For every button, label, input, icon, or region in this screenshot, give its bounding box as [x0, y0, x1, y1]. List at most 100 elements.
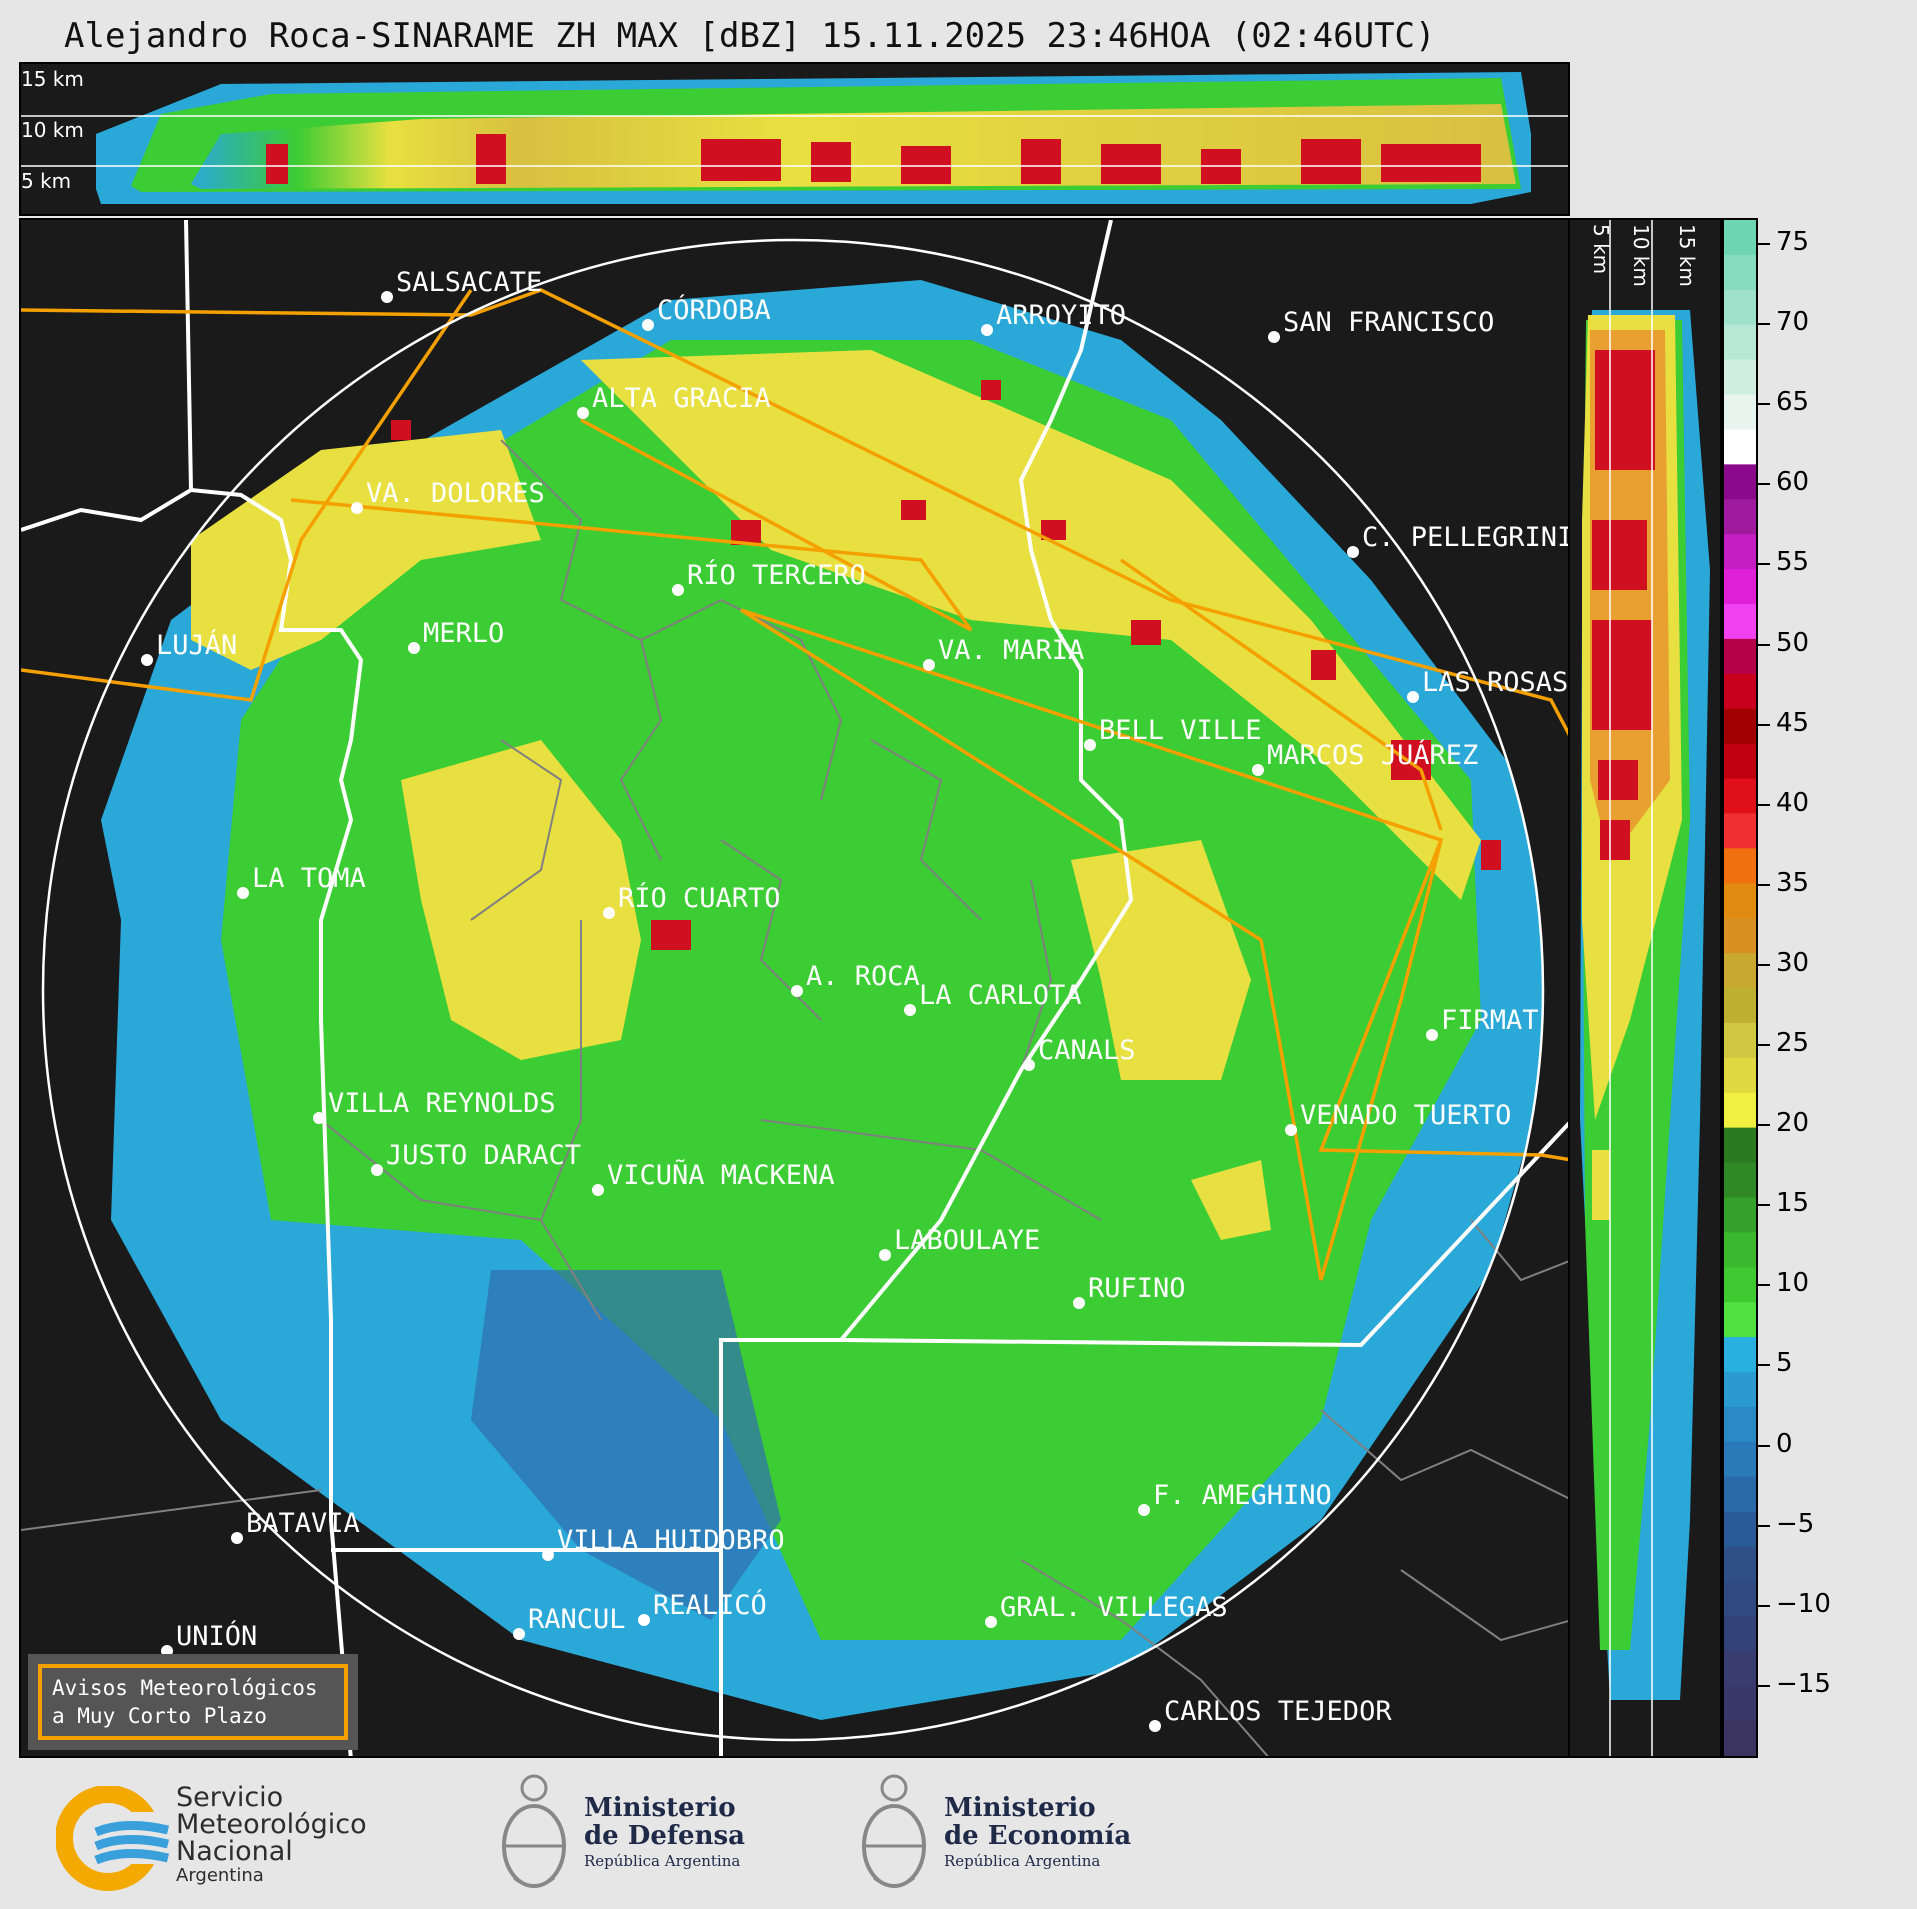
top-echo-yellow — [191, 104, 1516, 189]
colorbar-tick-label: 40 — [1776, 787, 1810, 818]
city-marker[interactable]: RANCUL — [513, 1604, 626, 1640]
city-label: LA CARLOTA — [919, 980, 1082, 1011]
city-marker[interactable]: ARROYITO — [981, 300, 1126, 336]
colorbar-swatch — [1724, 1127, 1756, 1164]
city-label: LA TOMA — [252, 863, 366, 894]
colorbar-swatch — [1724, 569, 1756, 605]
side-echo-cores — [1592, 350, 1655, 860]
city-marker[interactable]: VILLA HUIDOBRO — [542, 1525, 785, 1561]
city-label: ARROYITO — [996, 300, 1126, 331]
echo-red-cores — [391, 380, 1501, 950]
colorbar-swatch — [1724, 778, 1756, 814]
colorbar-swatch — [1724, 1162, 1756, 1198]
colorbar-swatch — [1724, 1581, 1756, 1617]
colorbar-swatch — [1724, 813, 1756, 849]
city-label: VILLA REYNOLDS — [328, 1088, 556, 1119]
city-marker[interactable]: RÍO TERCERO — [672, 559, 866, 596]
colorbar-tick — [1758, 1284, 1770, 1287]
city-marker[interactable]: SAN FRANCISCO — [1268, 307, 1494, 343]
city-marker[interactable]: VICUÑA MACKENA — [592, 1159, 835, 1196]
city-marker[interactable]: BELL VILLE — [1084, 715, 1262, 751]
city-marker[interactable]: VILLA REYNOLDS — [313, 1088, 556, 1124]
colorbar-swatch — [1724, 1302, 1756, 1338]
city-marker[interactable]: LUJÁN — [141, 629, 237, 666]
avisos-badge[interactable]: Avisos Meteorológicos a Muy Corto Plazo — [28, 1654, 358, 1750]
city-marker[interactable]: C. PELLEGRINI — [1347, 522, 1570, 558]
city-label: LAS ROSAS — [1422, 667, 1568, 698]
colorbar-tick — [1758, 883, 1770, 886]
city-marker[interactable]: BATAVIA — [231, 1508, 360, 1544]
city-label: SAN FRANCISCO — [1283, 307, 1494, 338]
city-dot — [672, 584, 684, 596]
colorbar-swatch — [1724, 848, 1756, 884]
warning-polygons[interactable] — [21, 288, 1570, 1281]
side-label-15km: 15 km — [1675, 224, 1699, 287]
economia-text: Ministerio de Economía República Argenti… — [944, 1794, 1131, 1872]
city-label: RÍO TERCERO — [687, 559, 866, 591]
city-marker[interactable]: LA TOMA — [237, 863, 366, 899]
colorbar-tick-label: −10 — [1776, 1588, 1831, 1619]
city-label: VA. DOLORES — [366, 478, 545, 509]
city-dot — [603, 907, 615, 919]
city-marker[interactable]: VENADO TUERTO — [1285, 1100, 1511, 1136]
city-dot — [542, 1549, 554, 1561]
top-label-10km: 10 km — [21, 118, 84, 142]
city-marker[interactable]: SALSACATE — [381, 267, 542, 303]
colorbar-tick-label: 35 — [1776, 867, 1810, 898]
city-label: CÓRDOBA — [657, 294, 771, 326]
province-borders — [21, 220, 1568, 1756]
city-dot — [577, 407, 589, 419]
city-dot — [985, 1616, 997, 1628]
colorbar-tick-label: 0 — [1776, 1428, 1793, 1459]
city-marker[interactable]: VA. MARÍA — [923, 634, 1084, 671]
colorbar-scale — [1724, 220, 1756, 1757]
city-marker[interactable]: CARLOS TEJEDOR — [1149, 1696, 1392, 1732]
right-cross-section-plot: 5 km 10 km 15 km — [1580, 220, 1710, 1756]
city-marker[interactable]: F. AMEGHINO — [1138, 1480, 1332, 1516]
city-marker[interactable]: A. ROCA — [791, 961, 920, 997]
city-marker[interactable]: JUSTO DARACT — [371, 1140, 581, 1176]
city-marker[interactable]: REALICÓ — [638, 1589, 767, 1626]
colorbar-swatch — [1724, 638, 1756, 675]
colorbar-tick — [1758, 1524, 1770, 1527]
colorbar-tick — [1758, 1204, 1770, 1207]
colorbar-swatch — [1724, 1616, 1756, 1652]
city-label: VILLA HUIDOBRO — [557, 1525, 785, 1556]
city-marker[interactable]: MERLO — [408, 618, 504, 654]
defensa-seal-icon — [502, 1774, 566, 1888]
city-marker[interactable]: GRAL. VILLEGAS — [985, 1592, 1228, 1628]
city-marker[interactable]: RÍO CUARTO — [603, 882, 781, 919]
city-marker[interactable]: CANALS — [1023, 1035, 1136, 1071]
city-label: C. PELLEGRINI — [1362, 522, 1570, 553]
economia-line2: de Economía — [944, 1821, 1132, 1851]
department-borders — [21, 439, 1568, 1756]
city-dot — [1407, 691, 1419, 703]
colorbar-tick — [1758, 643, 1770, 646]
colorbar-swatch — [1724, 883, 1756, 919]
colorbar-tick — [1758, 1604, 1770, 1607]
city-marker[interactable]: UNIÓN — [161, 1620, 257, 1657]
radar-map[interactable]: SALSACATE CÓRDOBA ARROYITO SAN FRANCISCO ALT… — [19, 218, 1570, 1758]
city-marker[interactable]: ALTA GRACIA — [577, 383, 771, 419]
city-marker[interactable]: CÓRDOBA — [642, 294, 771, 331]
city-marker[interactable]: MARCOS JUÁREZ — [1252, 739, 1478, 776]
city-marker[interactable]: VA. DOLORES — [351, 478, 545, 514]
city-marker[interactable]: LABOULAYE — [879, 1225, 1040, 1261]
city-marker[interactable]: FIRMAT — [1426, 1005, 1539, 1041]
city-label: UNIÓN — [176, 1620, 257, 1652]
colorbar-tick-label: −5 — [1776, 1508, 1815, 1539]
city-marker[interactable]: LAS ROSAS — [1407, 667, 1568, 703]
city-label: REALICÓ — [653, 1589, 767, 1621]
colorbar-tick-label: 30 — [1776, 947, 1810, 978]
colorbar-tick-label: 45 — [1776, 707, 1810, 738]
defensa-text: Ministerio de Defensa República Argentin… — [584, 1794, 745, 1872]
city-markers: SALSACATE CÓRDOBA ARROYITO SAN FRANCISCO ALT… — [141, 267, 1570, 1732]
smn-line1: Servicio — [176, 1782, 284, 1813]
city-marker[interactable]: LA CARLOTA — [904, 980, 1082, 1016]
colorbar-swatch — [1724, 1441, 1756, 1478]
city-label: CANALS — [1038, 1035, 1136, 1066]
city-marker[interactable]: RUFINO — [1073, 1273, 1186, 1309]
colorbar-tick — [1758, 963, 1770, 966]
city-label: JUSTO DARACT — [386, 1140, 581, 1171]
colorbar-swatch — [1724, 1476, 1756, 1513]
